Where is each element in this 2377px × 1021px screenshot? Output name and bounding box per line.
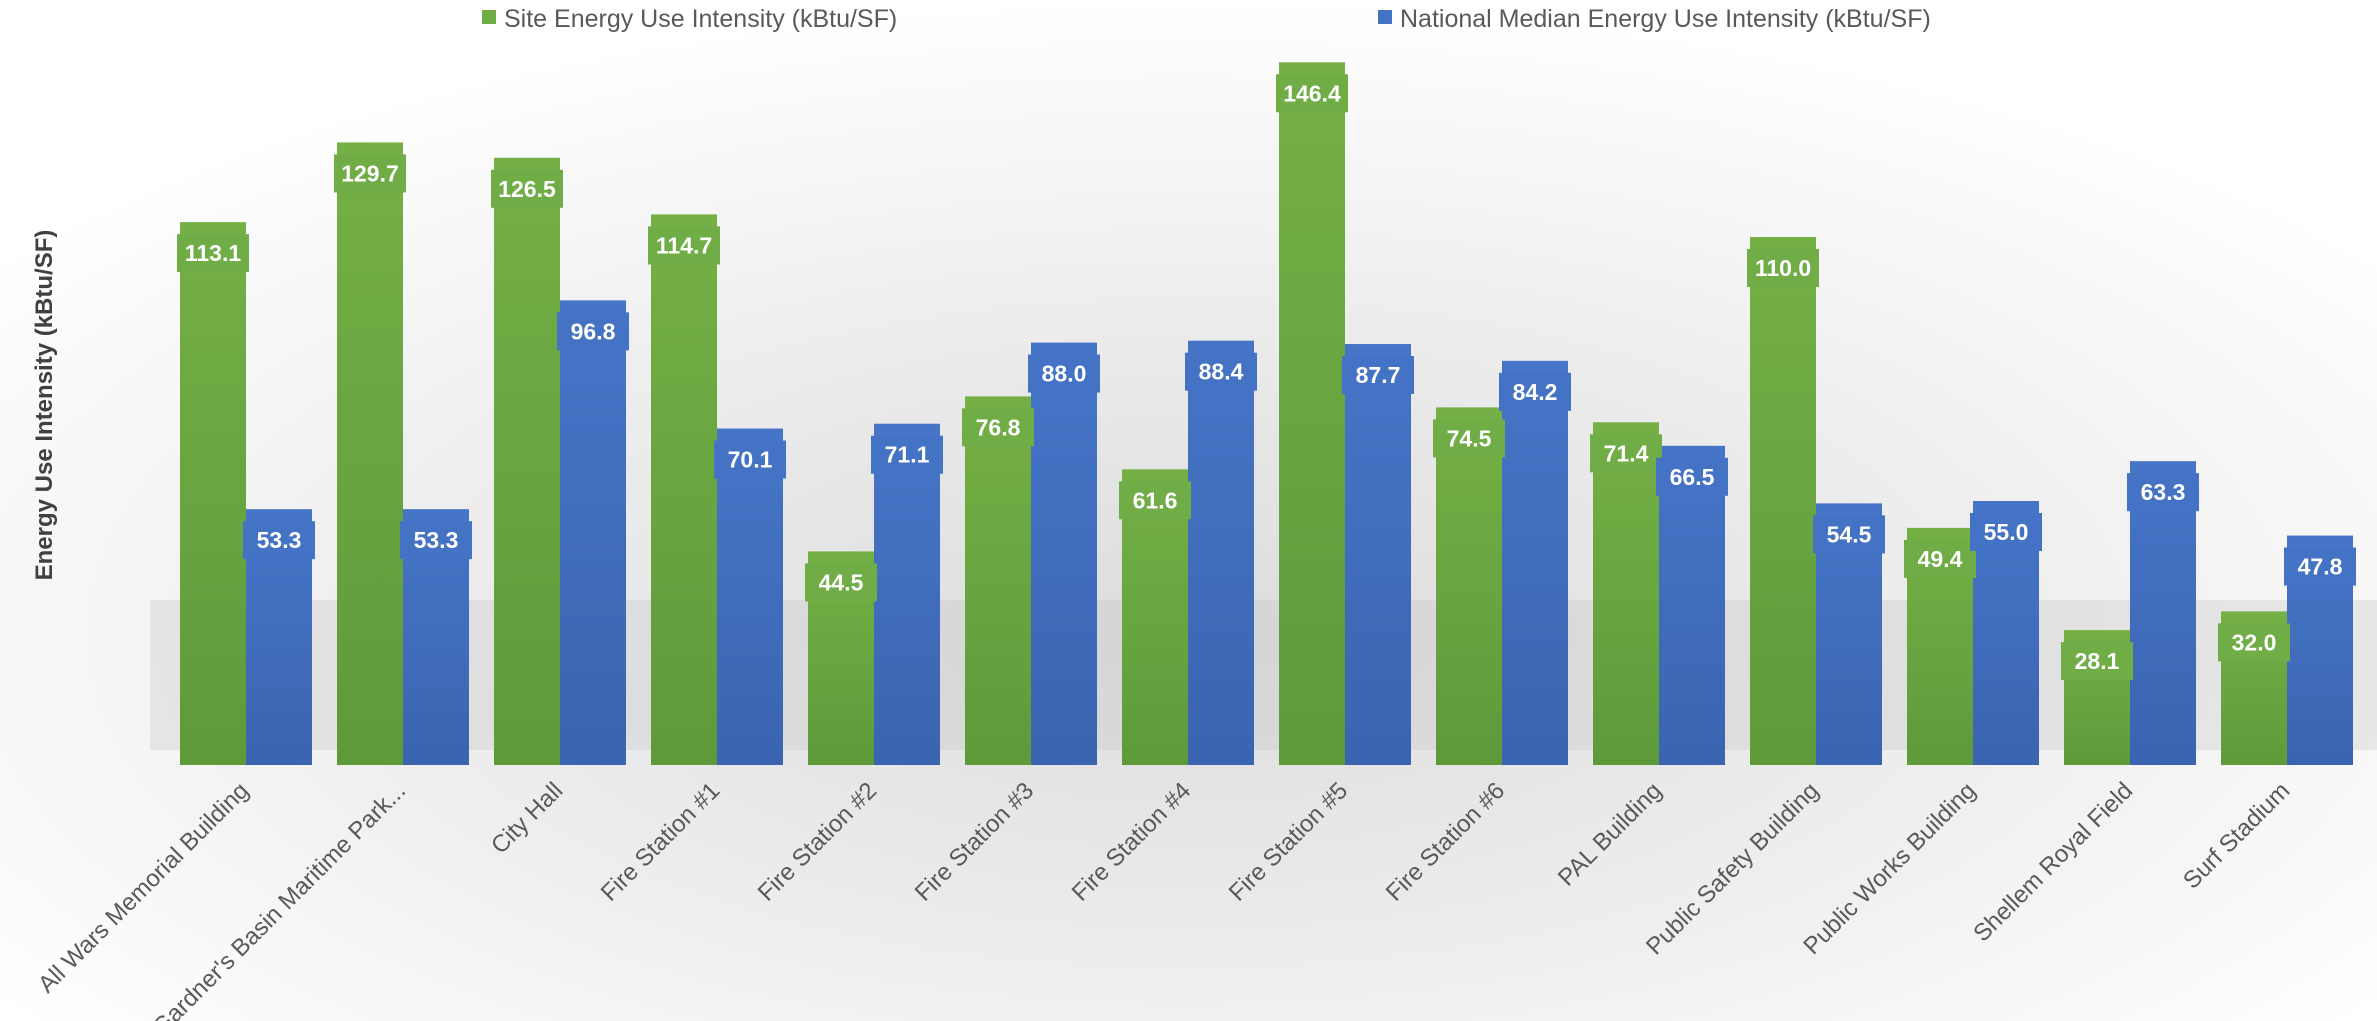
bar-site-eui-pal-building <box>1593 422 1659 765</box>
data-label-national-median-eui-surf-stadium: 47.8 <box>2298 554 2343 580</box>
bar-site-eui-gardner-s-basin-maritime-park <box>337 142 403 765</box>
data-label-national-median-eui-city-hall: 96.8 <box>571 318 616 344</box>
bar-site-eui-fire-station-1 <box>651 214 717 765</box>
legend: Site Energy Use Intensity (kBtu/SF) Natio… <box>482 5 1931 33</box>
data-label-site-eui-fire-station-6: 74.5 <box>1447 425 1492 451</box>
bar-national-median-eui-fire-station-2 <box>874 423 940 765</box>
data-label-national-median-eui-fire-station-3: 88.0 <box>1042 361 1087 387</box>
data-label-site-eui-fire-station-5: 146.4 <box>1283 80 1341 106</box>
data-label-box-national-median-eui-all-wars-memorial-building <box>243 521 315 560</box>
data-label-site-eui-city-hall: 126.5 <box>498 176 556 202</box>
data-label-national-median-eui-fire-station-1: 70.1 <box>728 447 773 473</box>
bar-site-eui-city-hall <box>494 157 560 766</box>
bar-national-median-eui-fire-station-6 <box>1502 360 1568 765</box>
legend-swatch-2 <box>1378 10 1392 24</box>
data-label-box-site-eui-fire-station-2 <box>805 563 877 602</box>
data-label-box-national-median-eui-public-safety-building <box>1813 515 1885 554</box>
data-label-box-site-eui-gardner-s-basin-maritime-park <box>334 154 406 193</box>
data-label-national-median-eui-all-wars-memorial-building: 53.3 <box>257 527 302 553</box>
y-axis-title: Energy Use Intensity (kBtu/SF) <box>31 230 58 581</box>
data-label-box-national-median-eui-fire-station-6 <box>1499 372 1571 411</box>
data-label-site-eui-fire-station-4: 61.6 <box>1133 487 1178 513</box>
data-label-national-median-eui-fire-station-6: 84.2 <box>1513 379 1558 405</box>
bar-national-median-eui-fire-station-5 <box>1345 344 1411 765</box>
data-label-box-national-median-eui-shellem-royal-field <box>2127 473 2199 512</box>
data-label-box-site-eui-fire-station-6 <box>1433 419 1505 458</box>
data-label-site-eui-all-wars-memorial-building: 113.1 <box>185 240 241 266</box>
floor-shadow <box>150 600 2377 750</box>
data-label-site-eui-fire-station-1: 114.7 <box>656 232 712 258</box>
data-label-box-site-eui-city-hall <box>491 169 563 208</box>
data-label-box-site-eui-fire-station-5 <box>1276 74 1348 113</box>
bar-national-median-eui-pal-building <box>1659 445 1725 765</box>
legend-label-2: National Median Energy Use Intensity (kB… <box>1400 5 1931 33</box>
data-label-site-eui-public-works-building: 49.4 <box>1918 546 1963 572</box>
data-label-site-eui-pal-building: 71.4 <box>1604 440 1649 466</box>
data-label-box-national-median-eui-pal-building <box>1656 457 1728 496</box>
data-label-box-site-eui-public-safety-building <box>1747 249 1819 287</box>
data-label-site-eui-surf-stadium: 32.0 <box>2232 629 2277 655</box>
data-label-site-eui-gardner-s-basin-maritime-park: 129.7 <box>341 160 399 186</box>
data-label-box-site-eui-fire-station-4 <box>1119 481 1191 520</box>
data-label-site-eui-shellem-royal-field: 28.1 <box>2075 648 2120 674</box>
data-label-box-national-median-eui-gardner-s-basin-maritime-park <box>400 521 472 560</box>
data-label-site-eui-public-safety-building: 110.0 <box>1755 255 1811 281</box>
data-label-box-national-median-eui-fire-station-3 <box>1028 354 1100 393</box>
data-label-box-national-median-eui-fire-station-1 <box>714 440 786 479</box>
data-label-national-median-eui-fire-station-2: 71.1 <box>885 442 930 468</box>
bar-national-median-eui-city-hall <box>560 300 626 765</box>
legend-swatch-1 <box>482 10 496 24</box>
data-label-box-site-eui-public-works-building <box>1904 539 1976 578</box>
data-label-box-site-eui-fire-station-3 <box>962 408 1034 447</box>
data-labels-group: 113.1 53.3 129.7 53.3 126.5 96.8 114.7 70.1 44.5… <box>177 74 2356 681</box>
data-label-box-site-eui-surf-stadium <box>2218 623 2290 662</box>
data-label-site-eui-fire-station-3: 76.8 <box>976 414 1021 440</box>
bar-site-eui-all-wars-memorial-building <box>180 222 246 765</box>
data-label-box-national-median-eui-city-hall <box>557 312 629 351</box>
bar-site-eui-fire-station-6 <box>1436 407 1502 765</box>
data-label-national-median-eui-pal-building: 66.5 <box>1670 464 1715 490</box>
legend-label-1: Site Energy Use Intensity (kBtu/SF) <box>504 5 897 33</box>
data-label-national-median-eui-public-safety-building: 54.5 <box>1827 521 1872 547</box>
data-label-national-median-eui-fire-station-5: 87.7 <box>1356 362 1401 388</box>
data-label-box-national-median-eui-fire-station-5 <box>1342 356 1414 395</box>
bar-national-median-eui-shellem-royal-field <box>2130 461 2196 765</box>
bars-group <box>150 62 2377 766</box>
data-label-box-national-median-eui-fire-station-4 <box>1185 352 1257 391</box>
bar-site-eui-fire-station-5 <box>1279 62 1345 765</box>
data-label-box-site-eui-pal-building <box>1590 434 1662 473</box>
data-label-box-site-eui-all-wars-memorial-building <box>177 234 249 273</box>
bar-site-eui-fire-station-3 <box>965 396 1031 765</box>
data-label-box-national-median-eui-fire-station-2 <box>871 435 943 474</box>
data-label-national-median-eui-public-works-building: 55.0 <box>1984 519 2029 545</box>
data-label-national-median-eui-shellem-royal-field: 63.3 <box>2141 479 2186 505</box>
data-label-box-site-eui-shellem-royal-field <box>2061 642 2133 681</box>
data-label-box-national-median-eui-public-works-building <box>1970 513 2042 551</box>
data-label-box-national-median-eui-surf-stadium <box>2284 547 2356 586</box>
bar-national-median-eui-fire-station-3 <box>1031 342 1097 765</box>
data-label-national-median-eui-gardner-s-basin-maritime-park: 53.3 <box>414 527 459 553</box>
bar-site-eui-public-safety-building <box>1750 237 1816 765</box>
data-label-site-eui-fire-station-2: 44.5 <box>819 569 864 595</box>
bar-national-median-eui-fire-station-1 <box>717 428 783 765</box>
bar-national-median-eui-fire-station-4 <box>1188 340 1254 765</box>
data-label-box-site-eui-fire-station-1 <box>648 226 720 265</box>
data-label-national-median-eui-fire-station-4: 88.4 <box>1199 359 1244 385</box>
